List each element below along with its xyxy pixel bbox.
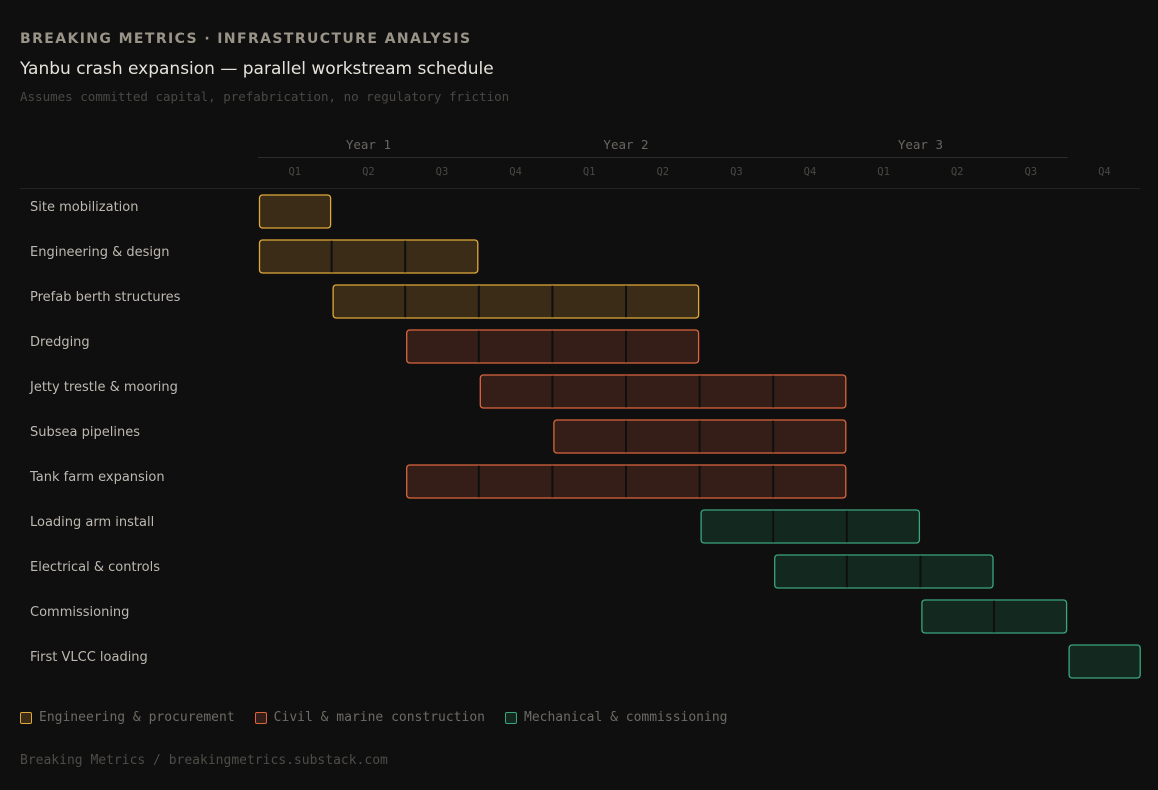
legend-item-eng: Engineering & procurement xyxy=(20,710,235,725)
quarter-label: Q2 xyxy=(656,166,669,178)
task-label: Dredging xyxy=(30,335,90,350)
task-bar xyxy=(258,239,479,274)
task-label: Commissioning xyxy=(30,605,129,620)
quarter-label: Q1 xyxy=(583,166,596,178)
quarter-label: Q3 xyxy=(730,166,743,178)
footer-credit: Breaking Metrics / breakingmetrics.subst… xyxy=(20,753,388,768)
legend-label: Civil & marine construction xyxy=(273,710,485,725)
task-label: Prefab berth structures xyxy=(30,290,181,305)
task-bar xyxy=(700,509,921,544)
year-label: Year 2 xyxy=(603,137,648,152)
legend-swatch-mech xyxy=(505,711,517,724)
legend-item-mech: Mechanical & commissioning xyxy=(505,710,728,725)
legend-label: Mechanical & commissioning xyxy=(524,710,728,725)
task-label: Subsea pipelines xyxy=(30,425,140,440)
legend-swatch-eng xyxy=(20,711,32,724)
task-bar xyxy=(1068,644,1141,679)
chart-subtitle: Assumes committed capital, prefabricatio… xyxy=(20,89,510,104)
year-label: Year 1 xyxy=(346,137,391,152)
task-label: Tank farm expansion xyxy=(29,470,165,485)
task-bar xyxy=(774,554,994,589)
quarter-label: Q2 xyxy=(951,166,964,178)
chart-title: Yanbu crash expansion — parallel workstr… xyxy=(20,59,494,79)
legend-label: Engineering & procurement xyxy=(39,710,235,725)
legend-swatch-civil xyxy=(254,711,267,724)
task-label: Loading arm install xyxy=(30,515,154,530)
quarter-label: Q3 xyxy=(436,166,449,178)
task-bar xyxy=(479,374,847,409)
quarter-label: Q3 xyxy=(1024,166,1037,178)
task-bar xyxy=(332,284,700,319)
task-label: Site mobilization xyxy=(30,200,139,215)
year-label: Year 3 xyxy=(898,137,943,152)
task-label: Jetty trestle & mooring xyxy=(29,380,178,395)
quarter-label: Q4 xyxy=(804,166,817,178)
legend-item-civil: Civil & marine construction xyxy=(254,710,485,725)
task-bar xyxy=(258,194,332,229)
task-label: Engineering & design xyxy=(30,245,170,260)
quarter-label: Q4 xyxy=(509,166,522,178)
quarter-label: Q1 xyxy=(288,166,301,178)
gantt-chart: Year 1 Year 2 Year 3 Q1 Q2 Q3 Q4 Q1 Q2 Q3 Q4 Q1 Q2 Q3… xyxy=(20,137,1141,679)
task-label: Electrical & controls xyxy=(30,560,160,575)
task-label: First VLCC loading xyxy=(30,650,148,665)
quarter-label: Q4 xyxy=(1098,166,1111,178)
quarter-label: Q1 xyxy=(877,166,890,178)
legend: Engineering & procurement Civil & marine… xyxy=(20,710,728,725)
kicker: BREAKING METRICS · INFRASTRUCTURE ANALYS… xyxy=(20,31,472,47)
quarter-label: Q2 xyxy=(362,166,375,178)
